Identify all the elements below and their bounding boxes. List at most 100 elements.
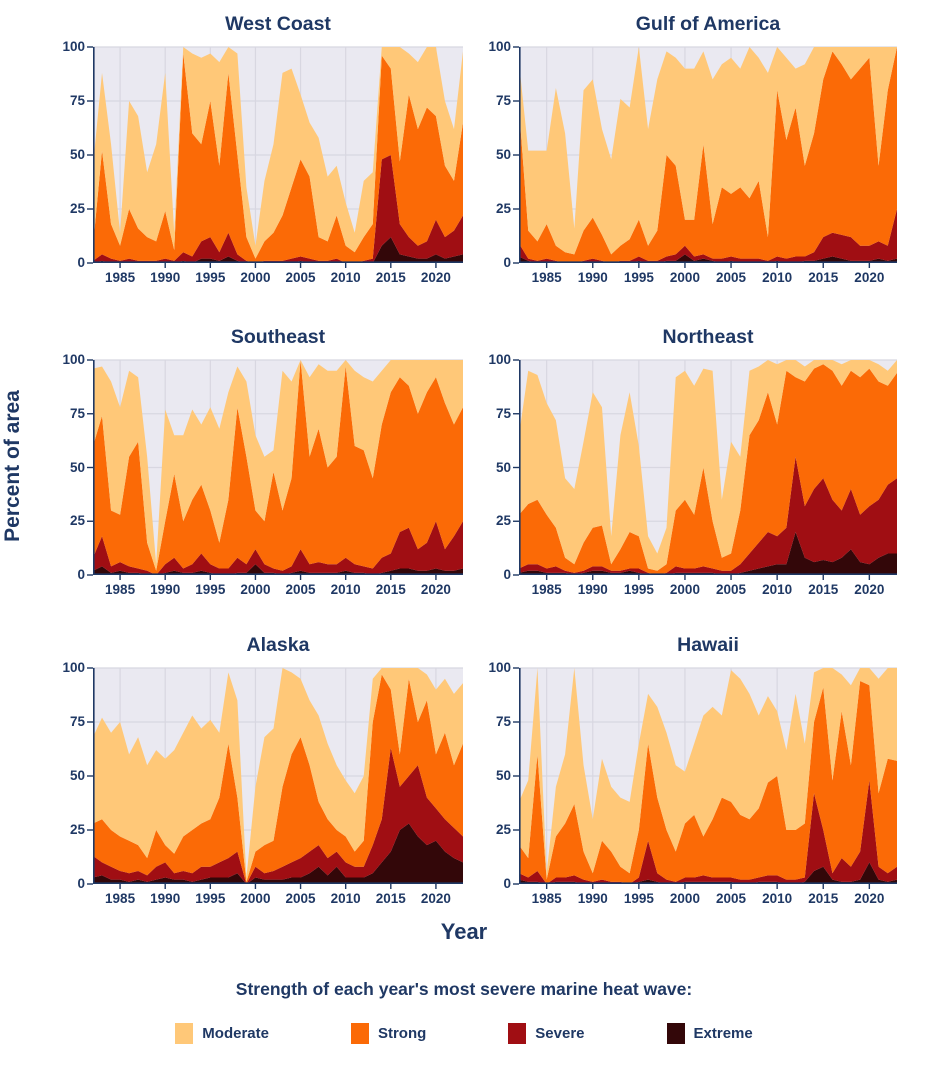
y-tick-label: 25 <box>495 822 511 838</box>
chart-panel-northeast: Northeast 0 25 50 75 100 1985 1990 1995 2000 2005… <box>488 326 897 597</box>
y-tick-label: 25 <box>69 513 85 529</box>
legend-label: Severe <box>535 1025 585 1042</box>
x-tick-label: 2015 <box>808 270 839 285</box>
legend-title: Strength of each year's most severe mari… <box>235 979 693 999</box>
y-tick-label: 50 <box>495 768 511 784</box>
y-tick-label: 75 <box>495 93 511 109</box>
x-tick-label: 2000 <box>240 270 271 285</box>
y-tick-label: 100 <box>488 352 511 368</box>
x-tick-label: 2005 <box>285 582 316 597</box>
x-tick-label: 1995 <box>623 891 654 906</box>
x-tick-label: 1995 <box>195 270 226 285</box>
x-tick-label: 2010 <box>330 270 361 285</box>
x-tick-label: 1985 <box>105 582 136 597</box>
severe-swatch-icon <box>508 1023 527 1044</box>
x-tick-label: 2000 <box>240 891 271 906</box>
x-tick-label: 1985 <box>531 891 562 906</box>
x-tick-label: 2005 <box>285 270 316 285</box>
y-tick-label: 50 <box>495 459 511 475</box>
chart-title: Southeast <box>230 326 326 348</box>
chart-title: Northeast <box>662 326 754 348</box>
y-tick-label: 0 <box>503 876 511 892</box>
x-tick-label: 2005 <box>285 891 316 906</box>
y-tick-label: 25 <box>495 513 511 529</box>
x-tick-label: 2020 <box>420 270 451 285</box>
x-tick-label: 2015 <box>808 891 839 906</box>
x-tick-label: 2010 <box>330 582 361 597</box>
x-tick-label: 2005 <box>716 270 747 285</box>
x-tick-label: 2015 <box>808 582 839 597</box>
y-tick-label: 50 <box>69 768 85 784</box>
legend-item-strong: Strong <box>350 1023 426 1044</box>
y-tick-label: 75 <box>495 714 511 730</box>
x-tick-label: 1995 <box>623 270 654 285</box>
x-tick-label: 1995 <box>195 582 226 597</box>
y-tick-label: 0 <box>503 255 511 271</box>
x-tick-label: 2000 <box>669 270 700 285</box>
chart-title: Gulf of America <box>635 13 781 35</box>
x-tick-label: 2005 <box>716 891 747 906</box>
chart-title: West Coast <box>225 13 331 35</box>
x-tick-label: 2015 <box>375 582 406 597</box>
chart-panel-hawaii: Hawaii 0 25 50 75 100 1985 1990 1995 2000 2005 201… <box>488 634 897 906</box>
chart-panel-alaska: Alaska 0 25 50 75 100 1985 1990 1995 2000 2005 201… <box>62 634 463 906</box>
x-tick-label: 2015 <box>375 891 406 906</box>
y-axis-label: Percent of area <box>1 390 24 542</box>
y-tick-label: 50 <box>69 459 85 475</box>
x-axis-label: Year <box>440 919 488 944</box>
y-tick-label: 0 <box>503 567 511 583</box>
x-tick-label: 1990 <box>150 582 181 597</box>
chart-panel-gulf-of-america: Gulf of America 0 25 50 75 100 1985 1990 1995 20… <box>488 13 897 285</box>
x-tick-label: 2020 <box>854 582 885 597</box>
x-tick-label: 1985 <box>531 270 562 285</box>
y-tick-label: 100 <box>488 660 511 676</box>
x-tick-label: 2000 <box>240 582 271 597</box>
y-tick-label: 25 <box>69 201 85 217</box>
stacked-area-plot <box>87 359 463 580</box>
y-tick-label: 25 <box>69 822 85 838</box>
legend-item-severe: Severe <box>508 1023 585 1044</box>
x-tick-label: 1985 <box>531 582 562 597</box>
x-tick-label: 2000 <box>669 891 700 906</box>
y-tick-label: 75 <box>69 93 85 109</box>
legend-label: Moderate <box>202 1025 269 1042</box>
x-tick-label: 2010 <box>762 270 793 285</box>
chart-title: Hawaii <box>677 634 739 656</box>
chart-title: Alaska <box>246 634 310 656</box>
y-tick-label: 75 <box>69 714 85 730</box>
stacked-area-plot <box>513 667 897 889</box>
legend-label: Extreme <box>693 1025 753 1042</box>
x-tick-label: 1995 <box>195 891 226 906</box>
y-tick-label: 0 <box>77 567 85 583</box>
moderate-swatch-icon <box>175 1023 194 1044</box>
x-tick-label: 2020 <box>420 891 451 906</box>
y-tick-label: 100 <box>62 352 85 368</box>
chart-panel-west-coast: West Coast 0 25 50 75 100 1985 1990 1995 2000 200… <box>62 13 463 285</box>
x-tick-label: 1990 <box>150 270 181 285</box>
x-tick-label: 1990 <box>577 582 608 597</box>
y-tick-label: 75 <box>69 405 85 421</box>
x-tick-label: 2020 <box>854 891 885 906</box>
y-tick-label: 0 <box>77 876 85 892</box>
stacked-area-plot <box>87 667 463 889</box>
y-tick-label: 25 <box>495 201 511 217</box>
extreme-swatch-icon <box>666 1023 685 1044</box>
x-tick-label: 2015 <box>375 270 406 285</box>
x-tick-label: 2020 <box>854 270 885 285</box>
y-tick-label: 100 <box>62 39 85 55</box>
legend: Moderate Strong Severe Extreme <box>0 1023 928 1044</box>
y-tick-label: 100 <box>62 660 85 676</box>
y-tick-label: 100 <box>488 39 511 55</box>
x-tick-label: 1990 <box>150 891 181 906</box>
legend-item-moderate: Moderate <box>175 1023 269 1044</box>
x-tick-label: 2020 <box>420 582 451 597</box>
x-tick-label: 2010 <box>762 891 793 906</box>
x-tick-label: 1990 <box>577 270 608 285</box>
x-tick-label: 2005 <box>716 582 747 597</box>
strong-swatch-icon <box>350 1023 369 1044</box>
x-tick-label: 1990 <box>577 891 608 906</box>
x-tick-label: 1985 <box>105 270 136 285</box>
stacked-area-plot <box>87 46 463 268</box>
x-tick-label: 1985 <box>105 891 136 906</box>
